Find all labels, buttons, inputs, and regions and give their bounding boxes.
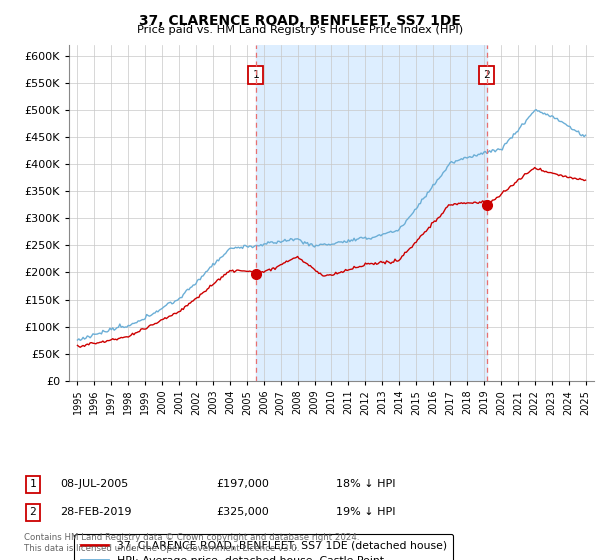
Text: Contains HM Land Registry data © Crown copyright and database right 2024.: Contains HM Land Registry data © Crown c… [24, 533, 359, 542]
Text: £325,000: £325,000 [216, 507, 269, 517]
Text: 18% ↓ HPI: 18% ↓ HPI [336, 479, 395, 489]
Text: 28-FEB-2019: 28-FEB-2019 [60, 507, 131, 517]
Text: £197,000: £197,000 [216, 479, 269, 489]
Text: 1: 1 [252, 70, 259, 80]
Text: 08-JUL-2005: 08-JUL-2005 [60, 479, 128, 489]
Legend: 37, CLARENCE ROAD, BENFLEET, SS7 1DE (detached house), HPI: Average price, detac: 37, CLARENCE ROAD, BENFLEET, SS7 1DE (de… [74, 534, 453, 560]
Text: 1: 1 [29, 479, 37, 489]
Bar [256, 45, 487, 381]
Text: 19% ↓ HPI: 19% ↓ HPI [336, 507, 395, 517]
Text: 2: 2 [483, 70, 490, 80]
Text: 2: 2 [29, 507, 37, 517]
Text: 37, CLARENCE ROAD, BENFLEET, SS7 1DE: 37, CLARENCE ROAD, BENFLEET, SS7 1DE [139, 14, 461, 28]
Text: Price paid vs. HM Land Registry's House Price Index (HPI): Price paid vs. HM Land Registry's House … [137, 25, 463, 35]
Text: This data is licensed under the Open Government Licence v3.0.: This data is licensed under the Open Gov… [24, 544, 299, 553]
